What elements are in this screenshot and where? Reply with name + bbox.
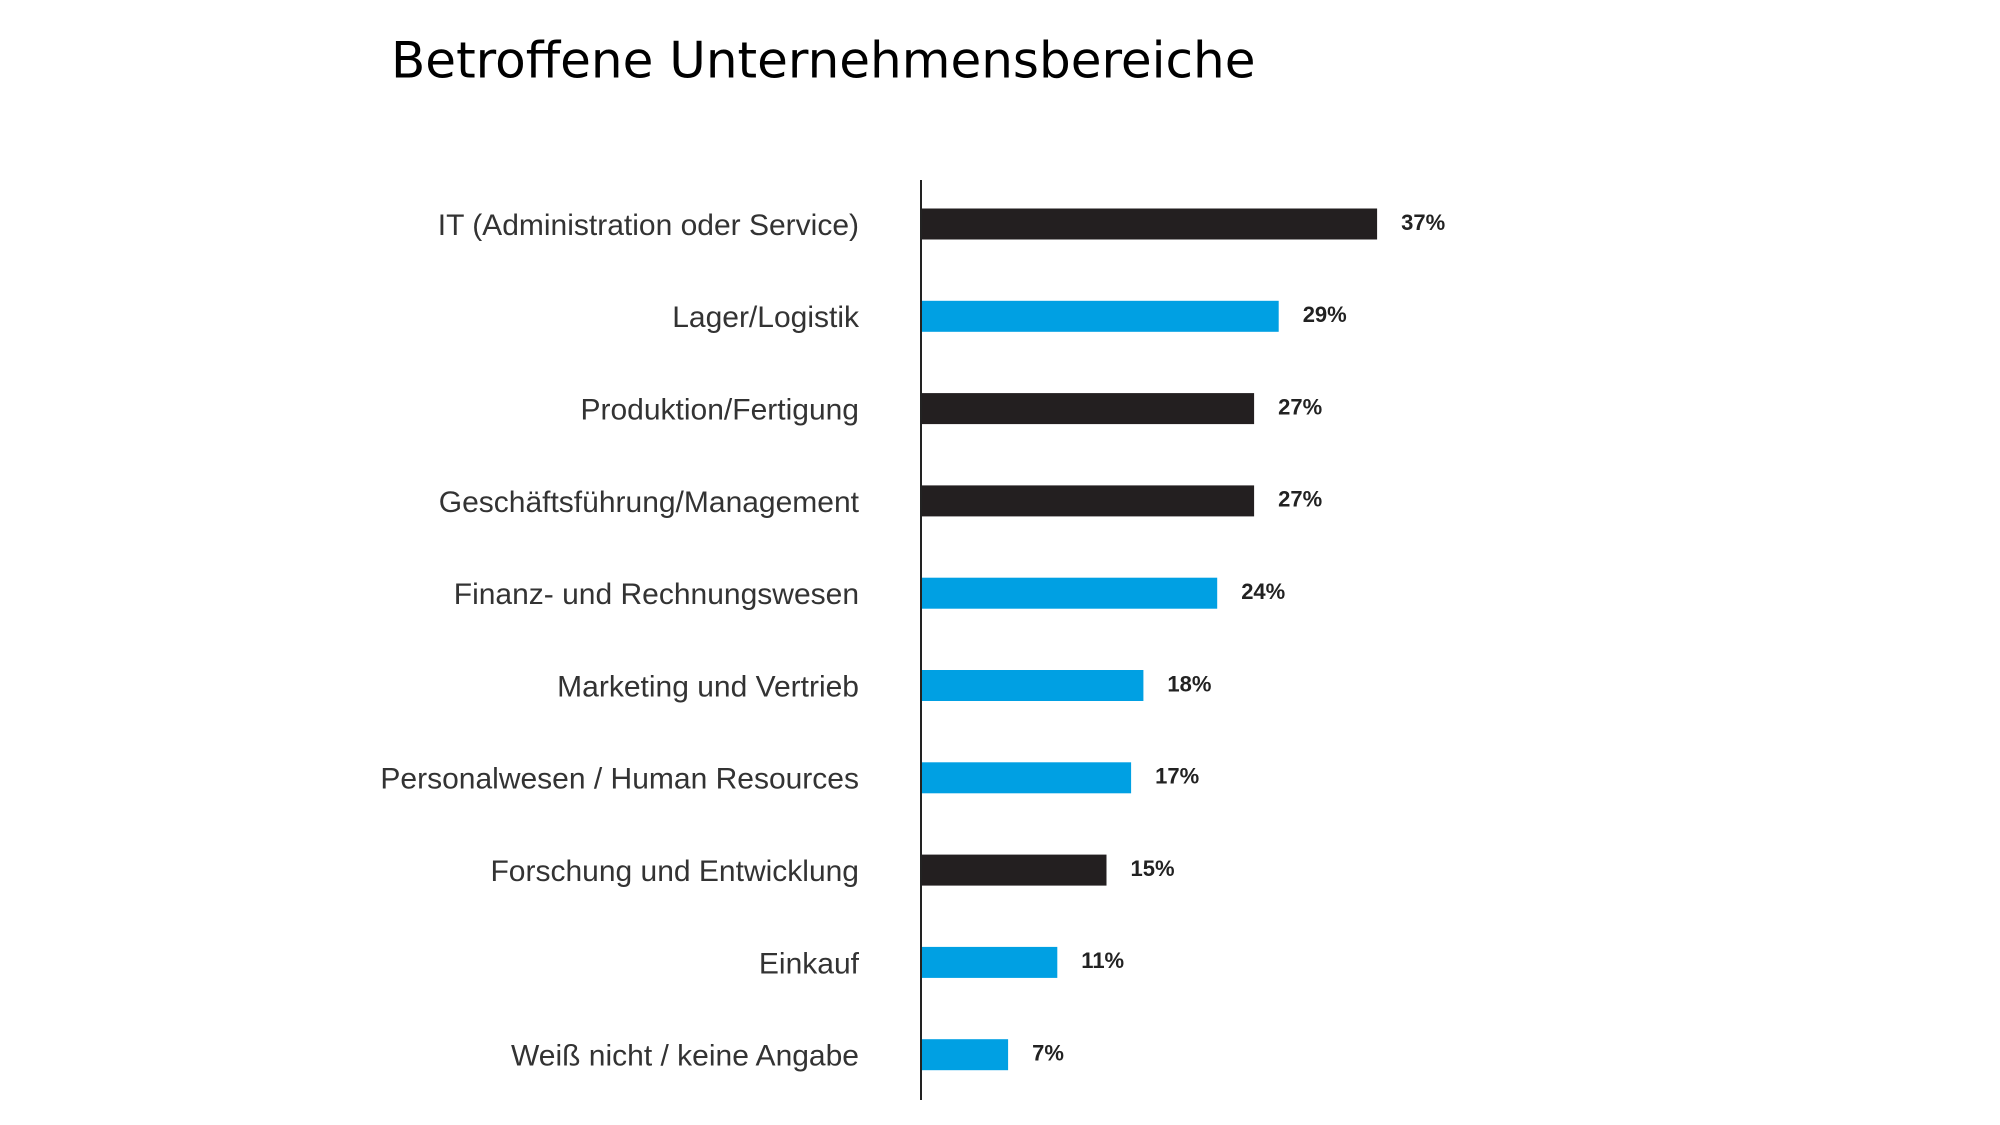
bar xyxy=(922,485,1255,517)
value-label: 7% xyxy=(1032,1041,1064,1066)
value-label: 27% xyxy=(1278,394,1322,419)
value-label: 15% xyxy=(1131,856,1175,881)
category-label: IT (Administration oder Service) xyxy=(438,209,859,242)
bar xyxy=(922,1039,1009,1071)
category-label: Marketing und Vertrieb xyxy=(557,670,859,703)
category-label: Lager/Logistik xyxy=(672,301,860,334)
bar xyxy=(922,762,1132,794)
bar xyxy=(922,208,1378,240)
value-label: 18% xyxy=(1167,671,1211,696)
category-label: Weiß nicht / keine Angabe xyxy=(511,1040,859,1073)
category-label: Personalwesen / Human Resources xyxy=(380,763,859,796)
chart-title: Betroffene Unternehmensbereiche xyxy=(391,32,1256,90)
bar xyxy=(922,577,1218,609)
value-label: 17% xyxy=(1155,764,1199,789)
value-label: 24% xyxy=(1241,579,1285,604)
category-label: Produktion/Fertigung xyxy=(581,394,860,427)
bar xyxy=(922,854,1107,886)
value-label: 37% xyxy=(1401,210,1445,235)
bar xyxy=(922,393,1255,425)
value-label: 27% xyxy=(1278,487,1322,512)
bar xyxy=(922,670,1144,701)
category-label: Forschung und Entwicklung xyxy=(490,855,859,888)
category-label: Finanz- und Rechnungswesen xyxy=(454,578,859,611)
category-label: Geschäftsführung/Management xyxy=(439,486,860,519)
bar xyxy=(922,946,1058,978)
bar xyxy=(922,300,1279,332)
value-label: 11% xyxy=(1081,948,1124,973)
value-label: 29% xyxy=(1303,302,1347,327)
category-label: Einkauf xyxy=(759,947,860,980)
